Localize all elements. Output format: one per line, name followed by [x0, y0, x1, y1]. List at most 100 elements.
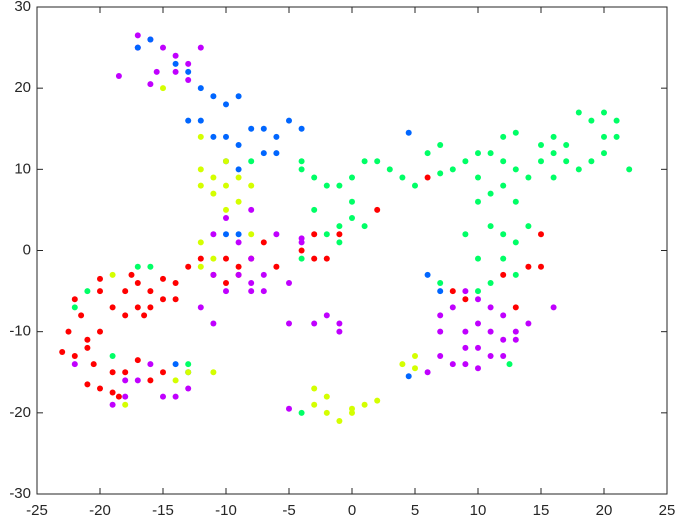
point [500, 133, 507, 140]
point [109, 389, 116, 396]
point [59, 348, 66, 355]
point [298, 247, 305, 254]
point [160, 85, 166, 92]
point [512, 239, 519, 246]
point [185, 263, 192, 270]
point [512, 166, 519, 173]
point [449, 166, 456, 173]
point [323, 255, 330, 262]
point [71, 353, 78, 360]
point [223, 101, 229, 108]
point [97, 275, 103, 282]
point [374, 397, 381, 404]
point [349, 174, 355, 181]
point [437, 328, 444, 335]
point [185, 361, 192, 368]
point [298, 409, 305, 416]
x-tick-label: 20 [596, 502, 613, 519]
point [563, 141, 570, 148]
point [248, 182, 255, 189]
point [185, 385, 192, 392]
point [311, 206, 318, 213]
point [223, 158, 229, 165]
point [122, 377, 129, 384]
y-tick-label: 0 [23, 241, 31, 258]
x-tick-label: 15 [533, 502, 550, 519]
point [210, 174, 217, 181]
point [223, 182, 229, 189]
point [500, 271, 507, 278]
x-tick-label: -15 [152, 502, 174, 519]
point [210, 231, 217, 238]
point [475, 365, 481, 372]
point [462, 361, 469, 368]
point [153, 68, 160, 75]
y-tick-label: 10 [14, 160, 31, 177]
point [500, 255, 507, 262]
point [65, 328, 72, 335]
point [197, 117, 204, 124]
point [134, 279, 141, 286]
point [172, 296, 179, 303]
point [336, 320, 343, 327]
point [424, 150, 431, 157]
point [500, 336, 507, 343]
point [197, 166, 204, 173]
point [336, 328, 343, 335]
point [172, 52, 179, 59]
point [172, 60, 179, 67]
point [512, 328, 519, 335]
point [336, 223, 343, 230]
x-tick-label: 5 [411, 502, 419, 519]
point [223, 215, 229, 222]
point [286, 405, 292, 412]
point [424, 369, 431, 376]
point [512, 129, 519, 136]
point [185, 369, 192, 376]
point [512, 336, 519, 343]
plot-frame [36, 6, 668, 495]
point [437, 170, 444, 177]
point [109, 271, 116, 278]
point [437, 279, 444, 286]
point [487, 353, 494, 360]
point [235, 239, 242, 246]
x-tick-label: 25 [659, 502, 676, 519]
point [437, 312, 444, 319]
point [197, 304, 204, 311]
point [71, 296, 78, 303]
point [260, 125, 267, 132]
point [336, 239, 343, 246]
point [122, 393, 129, 400]
point [223, 279, 229, 286]
point [424, 174, 431, 181]
point [462, 231, 469, 238]
point [487, 190, 494, 197]
point [210, 320, 217, 327]
point [84, 336, 91, 343]
point [323, 312, 330, 319]
point [223, 288, 229, 295]
point [323, 409, 330, 416]
point [437, 288, 444, 295]
point [311, 174, 318, 181]
point [97, 288, 103, 295]
point [500, 353, 507, 360]
point [248, 206, 255, 213]
point [475, 320, 481, 327]
point [84, 381, 91, 388]
point [525, 263, 532, 270]
point [78, 312, 85, 319]
point [475, 255, 481, 262]
point [512, 271, 519, 278]
point [128, 271, 135, 278]
point [71, 361, 78, 368]
point [613, 117, 620, 124]
point [147, 377, 154, 384]
point [185, 77, 192, 84]
point [626, 166, 633, 173]
point [500, 312, 507, 319]
point [134, 32, 141, 39]
point [575, 109, 582, 116]
